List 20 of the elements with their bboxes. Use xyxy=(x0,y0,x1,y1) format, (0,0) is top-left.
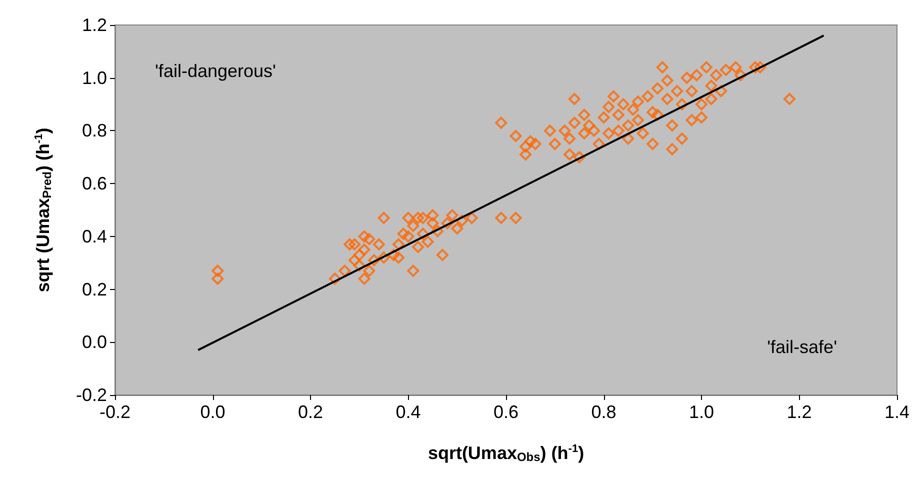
x-tick-label: 0.2 xyxy=(298,402,324,422)
x-tick-label: 1.0 xyxy=(688,402,714,422)
y-tick-label: 0.8 xyxy=(82,120,107,141)
x-tick-label: 1.4 xyxy=(884,402,910,422)
y-tick-label: -0.2 xyxy=(76,385,107,405)
x-tick-label: 0.4 xyxy=(396,402,421,422)
y-tick-label: 0.0 xyxy=(82,332,107,352)
y-tick-label: 0.6 xyxy=(82,174,107,194)
y-tick-label: 1.0 xyxy=(82,68,107,88)
annotation: 'fail-dangerous' xyxy=(155,61,276,81)
x-tick-label: 0.8 xyxy=(591,402,616,422)
y-tick-label: 0.4 xyxy=(82,226,107,246)
y-tick-label: 0.2 xyxy=(82,279,107,300)
y-tick-label: 1.2 xyxy=(82,15,107,35)
x-tick-label: 1.2 xyxy=(786,402,812,422)
y-axis-title: sqrt (UmaxPred) (h-1) xyxy=(33,128,54,292)
x-tick-label: 0.6 xyxy=(493,402,519,422)
x-tick-label: -0.2 xyxy=(99,402,131,422)
annotation: 'fail-safe' xyxy=(767,337,838,357)
x-tick-label: 0.0 xyxy=(200,402,226,422)
